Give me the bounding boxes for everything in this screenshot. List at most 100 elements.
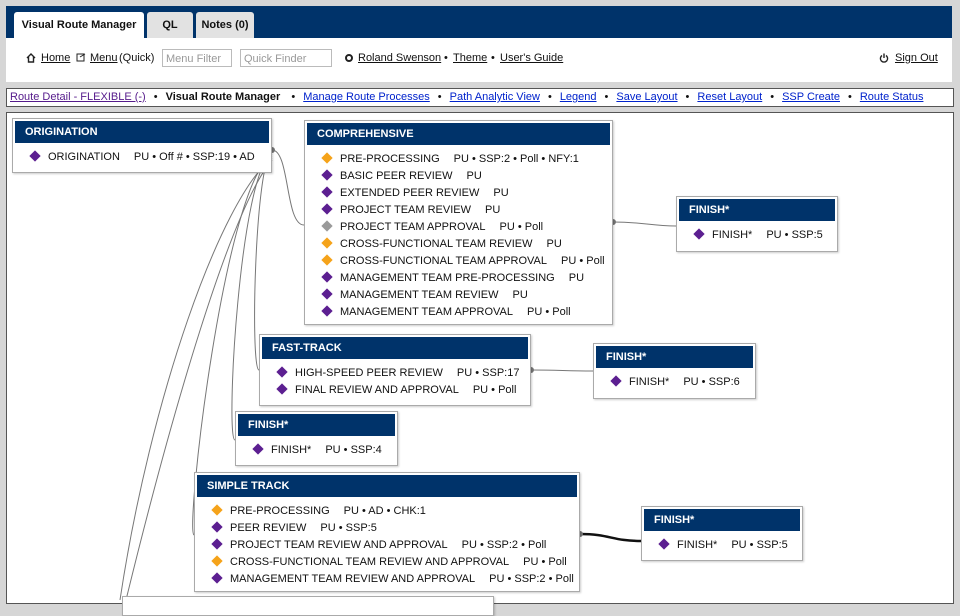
step-diamond: [321, 271, 333, 283]
breadcrumb-link[interactable]: Save Layout: [616, 91, 678, 103]
step-label: BASIC PEER REVIEW: [340, 170, 453, 182]
step-label: MANAGEMENT TEAM APPROVAL: [340, 306, 513, 318]
step-row[interactable]: ORIGINATION PU • Off # • SSP:19 • AD: [29, 149, 255, 166]
step-diamond: [693, 228, 705, 240]
step-row[interactable]: FINISH* PU • SSP:4: [252, 442, 382, 459]
current-page: Visual Route Manager: [165, 91, 281, 103]
step-row[interactable]: MANAGEMENT TEAM REVIEW AND APPROVAL PU • …: [211, 571, 574, 588]
step-row[interactable]: FINISH* PU • SSP:6: [610, 374, 740, 391]
step-row[interactable]: CROSS-FUNCTIONAL TEAM REVIEW PU: [321, 236, 562, 253]
step-row[interactable]: MANAGEMENT TEAM REVIEW PU: [321, 287, 528, 304]
separator: •: [685, 91, 690, 103]
step-label: EXTENDED PEER REVIEW: [340, 187, 480, 199]
step-row[interactable]: MANAGEMENT TEAM APPROVAL PU • Poll: [321, 304, 571, 321]
step-info: PU: [493, 187, 509, 199]
separator: •: [547, 91, 552, 103]
step-diamond: [321, 288, 333, 300]
quick-link[interactable]: (Quick): [119, 52, 155, 64]
theme-link[interactable]: Theme: [453, 52, 488, 64]
breadcrumb-link[interactable]: Reset Layout: [697, 91, 763, 103]
menu-filter-input[interactable]: Menu Filter: [162, 49, 232, 67]
step-diamond: [321, 152, 333, 164]
tab-bar: Visual Route Manager QL Notes (0): [6, 6, 952, 38]
breadcrumb-bar: Route Detail - FLEXIBLE (-) • Visual Route…: [6, 88, 954, 107]
route-link[interactable]: Route Detail - FLEXIBLE (-): [10, 91, 146, 103]
node-box[interactable]: FINISH* FINISH* PU • SSP:5: [676, 196, 838, 252]
step-label: FINISH*: [677, 539, 718, 551]
sign-out-link[interactable]: Sign Out: [895, 52, 938, 64]
step-row[interactable]: FINAL REVIEW AND APPROVAL PU • Poll: [276, 382, 516, 399]
step-label: FINAL REVIEW AND APPROVAL: [295, 384, 459, 396]
step-diamond: [321, 220, 333, 232]
step-diamond: [276, 366, 288, 378]
node-box[interactable]: SIMPLE TRACK PRE-PROCESSING PU • AD • CHK:…: [194, 472, 580, 592]
step-label: CROSS-FUNCTIONAL TEAM REVIEW AND APPROVA…: [230, 556, 510, 568]
step-label: FINISH*: [271, 444, 312, 456]
step-row[interactable]: PRE-PROCESSING PU • SSP:2 • Poll • NFY:1: [321, 151, 579, 168]
tab[interactable]: QL: [147, 12, 193, 38]
step-row[interactable]: CROSS-FUNCTIONAL TEAM APPROVAL PU • Poll: [321, 253, 605, 270]
step-info: PU: [466, 170, 482, 182]
step-info: PU: [485, 204, 501, 216]
step-label: CROSS-FUNCTIONAL TEAM REVIEW: [340, 238, 533, 250]
step-row[interactable]: FINISH* PU • SSP:5: [693, 227, 823, 244]
step-label: FINISH*: [629, 376, 670, 388]
step-info: PU • SSP:5: [731, 539, 788, 551]
step-label: ORIGINATION: [48, 151, 120, 163]
step-label: PROJECT TEAM APPROVAL: [340, 221, 486, 233]
step-row[interactable]: PEER REVIEW PU • SSP:5: [211, 520, 377, 537]
tab[interactable]: Visual Route Manager: [14, 12, 144, 38]
step-row[interactable]: BASIC PEER REVIEW PU: [321, 168, 482, 185]
quick-finder-input[interactable]: Quick Finder: [240, 49, 332, 67]
separator: •: [847, 91, 852, 103]
step-row[interactable]: PRE-PROCESSING PU • AD • CHK:1: [211, 503, 426, 520]
connector: [192, 155, 273, 536]
step-diamond: [321, 254, 333, 266]
step-diamond: [658, 538, 670, 550]
step-row[interactable]: FINISH* PU • SSP:5: [658, 537, 788, 554]
breadcrumb-link[interactable]: Manage Route Processes: [303, 91, 430, 103]
breadcrumb-link[interactable]: Legend: [559, 91, 597, 103]
step-row[interactable]: EXTENDED PEER REVIEW PU: [321, 185, 509, 202]
step-row[interactable]: PROJECT TEAM APPROVAL PU • Poll: [321, 219, 543, 236]
node-box[interactable]: FINISH* FINISH* PU • SSP:6: [593, 343, 756, 399]
menu-icon: [76, 53, 86, 62]
step-info: PU • SSP:2 • Poll: [489, 573, 574, 585]
step-info: PU • SSP:2 • Poll: [461, 539, 547, 551]
step-row[interactable]: MANAGEMENT TEAM PRE-PROCESSING PU: [321, 270, 584, 287]
node-title: FINISH*: [238, 414, 395, 436]
step-label: PRE-PROCESSING: [230, 505, 330, 517]
step-diamond: [211, 504, 223, 516]
step-diamond: [211, 521, 223, 533]
breadcrumb-link[interactable]: Path Analytic View: [449, 91, 540, 103]
menu-link[interactable]: Menu: [90, 52, 118, 64]
step-diamond: [321, 186, 333, 198]
node-box[interactable]: FINISH* FINISH* PU • SSP:5: [641, 506, 803, 561]
step-label: MANAGEMENT TEAM REVIEW AND APPROVAL: [230, 573, 476, 585]
step-diamond: [252, 443, 264, 455]
tab[interactable]: Notes (0): [196, 12, 254, 38]
step-label: CROSS-FUNCTIONAL TEAM APPROVAL: [340, 255, 548, 267]
step-row[interactable]: HIGH-SPEED PEER REVIEW PU • SSP:17: [276, 365, 519, 382]
breadcrumb-link[interactable]: SSP Create: [782, 91, 840, 103]
step-info: PU • SSP:5: [320, 522, 377, 534]
breadcrumb-link[interactable]: Route Status: [859, 91, 924, 103]
node-box[interactable]: COMPREHENSIVE PRE-PROCESSING PU • SSP:2 • …: [304, 120, 613, 325]
node-box[interactable]: FINISH* FINISH* PU • SSP:4: [235, 411, 398, 466]
step-diamond: [211, 572, 223, 584]
step-row[interactable]: PROJECT TEAM REVIEW AND APPROVAL PU • SSP…: [211, 537, 547, 554]
step-info: PU • SSP:4: [325, 444, 382, 456]
home-link[interactable]: Home: [41, 52, 71, 64]
node-box[interactable]: FAST-TRACK HIGH-SPEED PEER REVIEW PU • SSP…: [259, 334, 531, 406]
guide-link[interactable]: User's Guide: [500, 52, 564, 64]
user-link[interactable]: Roland Swenson: [358, 52, 442, 64]
step-diamond: [610, 375, 622, 387]
gear-icon: [345, 54, 353, 62]
step-row[interactable]: PROJECT TEAM REVIEW PU: [321, 202, 501, 219]
connector: [612, 221, 677, 227]
node-box[interactable]: ORIGINATION ORIGINATION PU • Off # • SSP:1…: [12, 118, 272, 173]
step-row[interactable]: CROSS-FUNCTIONAL TEAM REVIEW AND APPROVA…: [211, 554, 567, 571]
connector: [271, 149, 305, 226]
step-label: PEER REVIEW: [230, 522, 307, 534]
step-diamond: [211, 538, 223, 550]
